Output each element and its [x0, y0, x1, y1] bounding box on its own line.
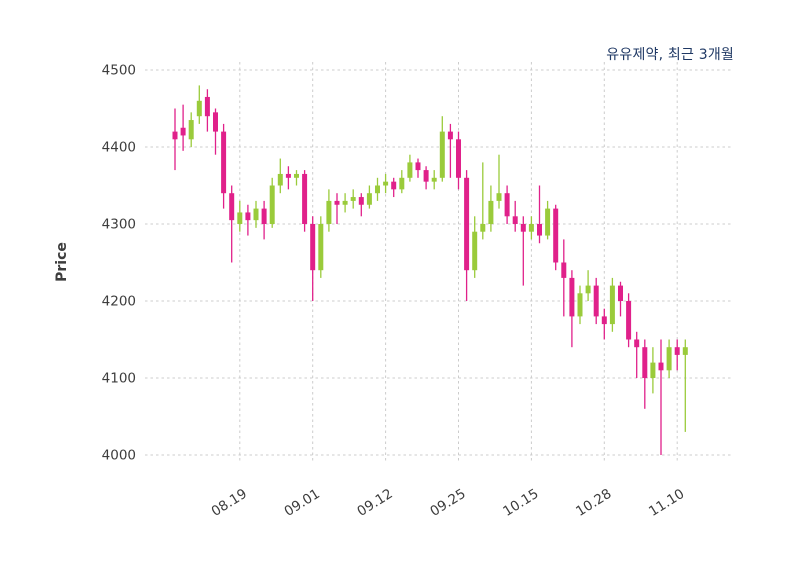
candle-body [650, 362, 656, 378]
candle-body [375, 185, 380, 194]
candle-body [326, 200, 332, 224]
candle-body [553, 208, 559, 263]
candle-body [213, 112, 218, 132]
candle-body [585, 285, 591, 294]
candle-body [512, 216, 518, 224]
y-tick-label: 4000 [102, 448, 136, 464]
candle-body [488, 200, 494, 224]
candle-body [221, 131, 227, 194]
candle-body [334, 200, 340, 205]
candle-body [245, 212, 251, 221]
candle-body [269, 185, 275, 224]
y-axis-label: Price [54, 242, 70, 282]
candle-body [358, 197, 364, 205]
candle-body [658, 362, 664, 371]
candle-body [310, 224, 316, 271]
candle-body [626, 301, 632, 340]
candle-body [399, 177, 405, 190]
x-tick-label: 09.01 [282, 486, 323, 520]
y-tick-label: 4200 [102, 294, 136, 310]
candle-body [439, 131, 445, 178]
candle-body [237, 212, 243, 224]
candle-body [253, 208, 259, 221]
candle-body [342, 200, 348, 205]
candle-body [618, 285, 623, 301]
candle-body [561, 262, 567, 278]
candle-body [415, 162, 421, 171]
candle-body [196, 100, 202, 117]
candle-body [537, 224, 542, 236]
candle-body [674, 347, 680, 355]
candle-body [577, 293, 583, 317]
x-tick-label: 08.19 [209, 486, 250, 520]
chart-title: 유유제약, 최근 3개월 [606, 47, 734, 63]
candle-body [520, 224, 526, 232]
candle-body [302, 173, 308, 224]
candle-body [350, 197, 356, 201]
candle-body [285, 173, 291, 178]
candle-body [172, 131, 178, 140]
candle-body [204, 96, 210, 117]
candle-body [407, 162, 413, 178]
x-tick-label: 11.10 [646, 486, 687, 520]
candle-body [294, 173, 299, 178]
candle-body [528, 224, 534, 232]
candle-body [593, 285, 599, 317]
candle-body [634, 339, 640, 348]
candle-body [277, 173, 283, 186]
candle-body [188, 120, 194, 140]
candle-body [229, 193, 235, 221]
candle-body [601, 316, 607, 325]
candle-body [456, 139, 461, 178]
y-tick-label: 4500 [102, 63, 136, 79]
candle-body [391, 181, 397, 190]
x-tick-label: 10.15 [500, 486, 541, 520]
candle-body [423, 170, 429, 182]
x-tick-label: 10.28 [573, 486, 614, 520]
candle-body [609, 285, 615, 325]
candle-body [447, 131, 453, 140]
candle-body [180, 127, 186, 136]
y-tick-label: 4300 [102, 217, 136, 233]
x-tick-label: 09.12 [354, 486, 395, 520]
y-tick-label: 4400 [102, 140, 136, 156]
candle-body [472, 231, 478, 271]
candle-body [569, 277, 575, 317]
candle-body [545, 208, 551, 236]
candle-body [682, 347, 688, 355]
candle-body [464, 177, 470, 271]
candle-body [480, 224, 486, 232]
candle-body [666, 347, 672, 371]
x-tick-label: 09.25 [427, 486, 468, 520]
candle-body [642, 347, 648, 378]
candle-body [504, 193, 510, 217]
candle-body [261, 208, 267, 224]
candle-body [431, 177, 437, 182]
candle-body [496, 193, 502, 201]
candle-body [366, 193, 372, 205]
candle-body [318, 224, 324, 271]
candle-body [383, 181, 389, 186]
y-tick-label: 4100 [102, 371, 136, 387]
